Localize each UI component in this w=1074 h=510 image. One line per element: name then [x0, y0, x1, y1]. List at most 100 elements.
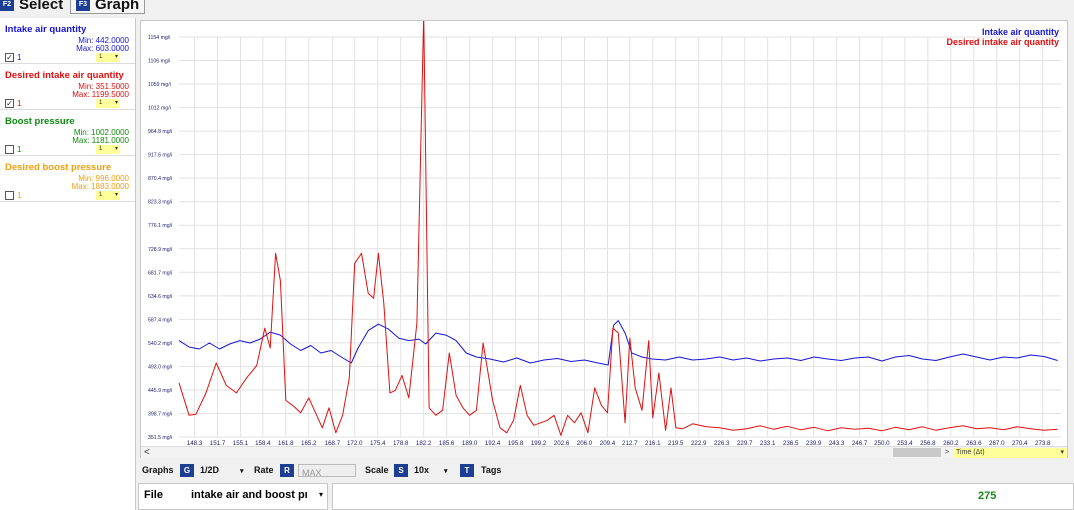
x-tick-label: 273.8: [1035, 440, 1051, 447]
chevron-down-icon: ▾: [114, 100, 118, 106]
scroll-left-arrow-icon[interactable]: <: [144, 447, 150, 458]
rate-key-icon[interactable]: R: [280, 464, 294, 477]
y-tick-label: 728.9 mg/i: [148, 247, 172, 253]
y-tick-label: 351.5 mg/i: [148, 435, 172, 441]
rate-select[interactable]: MAX: [298, 464, 356, 478]
time-axis-select[interactable]: Time (Δt) ▾: [953, 448, 1067, 458]
series-line-intake-air-quantity: [178, 320, 1058, 366]
graphs-dropdown-chevron-icon[interactable]: ▾: [240, 468, 244, 475]
tags-key-icon[interactable]: T: [460, 464, 474, 477]
x-tick-label: 236.5: [783, 440, 799, 447]
signal-axis-select-value: 1: [99, 192, 103, 198]
signal-checkbox[interactable]: [5, 191, 14, 200]
time-axis-label: Time (Δt): [956, 449, 985, 456]
chevron-down-icon: ▾: [114, 54, 118, 60]
x-tick-label: 175.4: [370, 440, 386, 447]
scale-value[interactable]: 10x: [414, 465, 430, 475]
y-tick-label: 681.7 mg/i: [148, 270, 172, 276]
signal-min: Min: 996.0000: [78, 174, 129, 183]
x-tick-label: 148.3: [187, 440, 203, 447]
graph-control-bar: Graphs G 1/2D ▾ Rate R MAX Scale S 10x ▾…: [140, 462, 1074, 480]
scale-label: Scale: [365, 465, 389, 475]
signal-checkbox[interactable]: ✓: [5, 53, 14, 62]
file-panel: File intake air and boost pı ▾: [138, 483, 328, 510]
signal-axis-select[interactable]: 1 ▾: [96, 99, 120, 108]
signal-max: Max: 1199.5000: [72, 90, 129, 99]
signal-axis-number: 1: [17, 191, 22, 200]
chevron-down-icon: ▾: [114, 146, 118, 152]
f2-key-icon: F2: [0, 0, 14, 11]
scrollbar-thumb[interactable]: [893, 448, 941, 457]
y-tick-label: 964.8 mg/i: [148, 129, 172, 135]
x-tick-label: 155.1: [233, 440, 249, 447]
y-tick-label: 1012 mg/i: [148, 106, 171, 112]
tags-label[interactable]: Tags: [481, 465, 502, 475]
y-tick-label: 1059 mg/i: [148, 82, 171, 88]
tab-graph[interactable]: F3 Graph: [70, 0, 146, 14]
signal-axis-select-value: 1: [99, 100, 103, 106]
x-tick-label: 189.0: [462, 440, 478, 447]
file-dropdown-chevron-icon[interactable]: ▾: [318, 490, 323, 499]
signal-item[interactable]: Intake air quantity Min: 442.0000 Max: 603…: [0, 18, 135, 64]
graph-plot-area[interactable]: 148.3 151.7 155.1 158.4 161.8 165.2 168.7 172.0…: [140, 20, 1068, 458]
signal-item[interactable]: Boost pressure Min: 1002.0000 Max: 1181.00…: [0, 110, 135, 156]
x-tick-label: 206.0: [577, 440, 593, 447]
file-select[interactable]: intake air and boost pı: [191, 489, 308, 501]
x-tick-label: 226.3: [714, 440, 730, 447]
y-tick-label: 540.2 mg/i: [148, 341, 172, 347]
scale-dropdown-chevron-icon[interactable]: ▾: [444, 468, 448, 475]
signal-sidebar: Intake air quantity Min: 442.0000 Max: 603…: [0, 18, 136, 510]
y-tick-label: 776.1 mg/i: [148, 223, 172, 229]
tab-graph-label: Graph: [95, 0, 140, 13]
signal-min: Min: 351.5000: [78, 82, 129, 91]
tab-select[interactable]: F2 Select: [0, 0, 63, 14]
rate-value: MAX: [302, 468, 322, 478]
horizontal-scrollbar[interactable]: < > Time (Δt) ▾: [141, 446, 1067, 458]
x-tick-label: 185.6: [439, 440, 455, 447]
legend-desired-intake-air-quantity: Desired intake air quantity: [946, 37, 1059, 47]
x-tick-label: 151.7: [210, 440, 226, 447]
y-tick-label: 587.4 mg/i: [148, 317, 172, 323]
signal-axis-select-value: 1: [99, 146, 103, 152]
f3-key-icon: F3: [76, 0, 90, 11]
signal-axis-select[interactable]: 1 ▾: [96, 53, 120, 62]
graphs-value[interactable]: 1/2D: [200, 465, 220, 475]
tab-select-label: Select: [19, 0, 64, 13]
signal-name: Desired boost pressure: [5, 162, 112, 173]
signal-max: Max: 1883.0000: [71, 182, 129, 191]
x-tick-label: 253.4: [897, 440, 913, 447]
top-tab-bar: F2 Select F3 Graph: [0, 0, 1074, 16]
signal-min: Min: 442.0000: [78, 36, 129, 45]
chart-legend: Intake air quantity Desired intake air q…: [946, 27, 1059, 47]
scroll-right-arrow-icon[interactable]: >: [945, 449, 950, 456]
x-tick-label: 256.8: [920, 440, 936, 447]
x-tick-label: 229.7: [737, 440, 753, 447]
signal-item[interactable]: Desired boost pressure Min: 996.0000 Max: …: [0, 156, 135, 202]
x-tick-label: 202.6: [554, 440, 570, 447]
rate-label: Rate: [254, 465, 274, 475]
scale-key-icon[interactable]: S: [394, 464, 408, 477]
x-tick-label: 199.2: [531, 440, 547, 447]
signal-name: Boost pressure: [5, 116, 75, 127]
signal-checkbox[interactable]: [5, 145, 14, 154]
x-tick-label: 165.2: [301, 440, 317, 447]
x-tick-label: 270.4: [1012, 440, 1028, 447]
x-tick-label: 267.0: [989, 440, 1005, 447]
signal-item[interactable]: Desired intake air quantity Min: 351.5000…: [0, 64, 135, 110]
x-tick-label: 212.7: [622, 440, 638, 447]
x-tick-label: 172.0: [347, 440, 363, 447]
graphs-key-icon[interactable]: G: [180, 464, 194, 477]
chevron-down-icon: ▾: [1060, 449, 1064, 456]
signal-checkbox[interactable]: ✓: [5, 99, 14, 108]
graphs-label: Graphs: [142, 465, 174, 475]
signal-axis-select[interactable]: 1 ▾: [96, 145, 120, 154]
y-tick-label: 493.0 mg/i: [148, 364, 172, 370]
x-tick-label: 219.5: [668, 440, 684, 447]
signal-axis-select[interactable]: 1 ▾: [96, 191, 120, 200]
signal-name: Desired intake air quantity: [5, 70, 124, 81]
y-tick-label: 398.7 mg/i: [148, 411, 172, 417]
x-tick-label: 243.3: [829, 440, 845, 447]
x-tick-label: 233.1: [760, 440, 776, 447]
signal-axis-number: 1: [17, 99, 22, 108]
file-label: File: [144, 489, 163, 501]
